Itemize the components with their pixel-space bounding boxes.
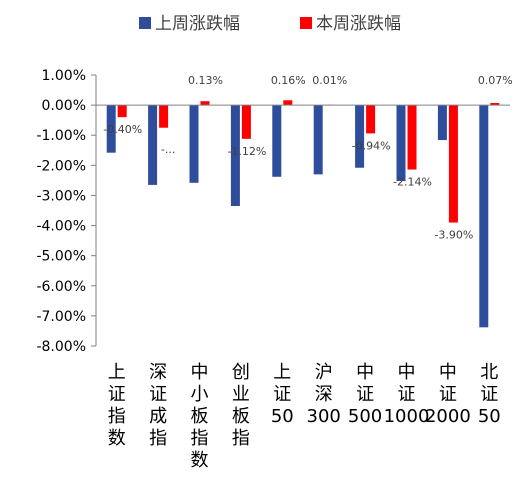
y-tick-label: -7.00%	[36, 309, 86, 325]
y-tick-label: 1.00%	[42, 68, 86, 84]
bar-curr-8	[448, 105, 458, 223]
bar-prev-0	[106, 105, 116, 153]
bar-prev-8	[437, 105, 447, 141]
y-tick-label: -8.00%	[36, 339, 86, 355]
bar-curr-7	[407, 105, 417, 170]
data-label-4: 0.16%	[271, 74, 306, 87]
bar-curr-4	[283, 100, 293, 106]
legend-label-1: 本周涨跌幅	[316, 14, 401, 34]
bar-prev-7	[396, 105, 406, 181]
x-tick-label-1: 深证成指	[149, 362, 167, 449]
bar-curr-3	[241, 105, 251, 139]
x-tick-label-2: 中小板指数	[191, 362, 209, 471]
data-label-0: -0.40%	[103, 123, 142, 136]
y-tick-label: -3.00%	[36, 188, 86, 204]
legend-swatch-1	[300, 17, 312, 29]
bar-curr-9	[490, 103, 500, 106]
bar-prev-4	[272, 105, 282, 177]
data-label-7: -2.14%	[393, 176, 432, 189]
bar-curr-0	[117, 105, 127, 118]
bar-prev-2	[189, 105, 199, 183]
x-tick-label-6: 中证 500	[348, 362, 382, 427]
bar-prev-5	[313, 105, 323, 175]
bar-curr-2	[200, 101, 210, 106]
data-label-8: -3.90%	[434, 229, 473, 242]
x-tick-label-5: 沪深 300	[307, 362, 341, 427]
bars	[106, 100, 500, 328]
bar-prev-1	[148, 105, 158, 185]
x-tick-label-8: 中证 2000	[425, 362, 471, 427]
data-label-6: -0.94%	[352, 139, 391, 152]
x-tick-label-7: 中证 1000	[384, 362, 430, 427]
data-label-1: -...	[161, 143, 175, 156]
y-tick-label: 0.00%	[42, 98, 86, 114]
y-tick-label: -4.00%	[36, 219, 86, 235]
bar-prev-9	[479, 105, 489, 328]
y-tick-label: -5.00%	[36, 249, 86, 265]
y-tick-label: -2.00%	[36, 158, 86, 174]
x-tick-label-9: 北证 50	[478, 362, 501, 427]
legend-swatch-0	[139, 17, 151, 29]
x-tick-label-4: 上证 50	[271, 362, 294, 427]
y-axis: 1.00% 0.00% -1.00% -2.00% -3.00% -4.00% -5.00%…	[36, 68, 97, 355]
bar-curr-1	[159, 105, 169, 128]
data-label-2: 0.13%	[188, 74, 223, 87]
legend-label-0: 上周涨跌幅	[155, 14, 240, 34]
data-labels: -0.40% -... 0.13% -1.12% 0.16% 0.01% -0.94% -2.…	[103, 74, 513, 242]
y-tick-label: -1.00%	[36, 128, 86, 144]
bar-prev-6	[355, 105, 365, 168]
data-label-9: 0.07%	[478, 74, 513, 87]
y-tick-label: -6.00%	[36, 279, 86, 295]
data-label-5: 0.01%	[312, 74, 347, 87]
bar-curr-6	[366, 105, 376, 134]
data-label-3: -1.12%	[227, 145, 266, 158]
x-tick-label-3: 创业板指	[232, 362, 250, 449]
x-tick-label-0: 上证指数	[108, 362, 126, 449]
legend: 上周涨跌幅 本周涨跌幅	[139, 14, 401, 34]
bar-prev-3	[230, 105, 240, 206]
